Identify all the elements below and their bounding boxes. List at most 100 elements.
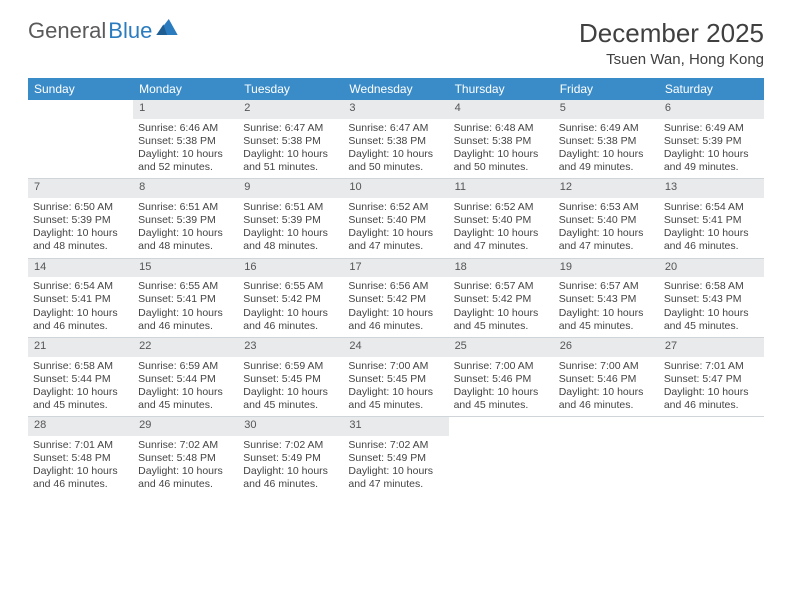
day-number: 20 xyxy=(659,259,764,278)
weekday-header: Tuesday xyxy=(238,78,343,100)
page: GeneralBlue December 2025 Tsuen Wan, Hon… xyxy=(0,0,792,505)
day-cell: 11Sunrise: 6:52 AMSunset: 5:40 PMDayligh… xyxy=(449,179,554,257)
weeks-container: . 1Sunrise: 6:46 AMSunset: 5:38 PMDayligh… xyxy=(28,100,764,495)
day-number: 31 xyxy=(343,417,448,436)
sunset-line: Sunset: 5:45 PM xyxy=(243,373,338,386)
day-number: 26 xyxy=(554,338,659,357)
sunset-line: Sunset: 5:43 PM xyxy=(664,293,759,306)
daylight-line: Daylight: 10 hours and 49 minutes. xyxy=(559,148,654,174)
daylight-line: Daylight: 10 hours and 50 minutes. xyxy=(348,148,443,174)
day-number: 12 xyxy=(554,179,659,198)
day-number: 23 xyxy=(238,338,343,357)
day-cell: 24Sunrise: 7:00 AMSunset: 5:45 PMDayligh… xyxy=(343,338,448,416)
header: GeneralBlue December 2025 Tsuen Wan, Hon… xyxy=(28,18,764,68)
sunset-line: Sunset: 5:41 PM xyxy=(33,293,128,306)
week-row: .1Sunrise: 6:46 AMSunset: 5:38 PMDayligh… xyxy=(28,100,764,179)
weekday-header-row: SundayMondayTuesdayWednesdayThursdayFrid… xyxy=(28,78,764,100)
daylight-line: Daylight: 10 hours and 47 minutes. xyxy=(454,227,549,253)
daylight-line: Daylight: 10 hours and 46 minutes. xyxy=(243,465,338,491)
day-number: 8 xyxy=(133,179,238,198)
day-cell: 17Sunrise: 6:56 AMSunset: 5:42 PMDayligh… xyxy=(343,259,448,337)
daylight-line: Daylight: 10 hours and 45 minutes. xyxy=(559,307,654,333)
sunset-line: Sunset: 5:38 PM xyxy=(559,135,654,148)
day-number: 28 xyxy=(28,417,133,436)
sunrise-line: Sunrise: 6:59 AM xyxy=(243,360,338,373)
day-cell: 12Sunrise: 6:53 AMSunset: 5:40 PMDayligh… xyxy=(554,179,659,257)
sunrise-line: Sunrise: 6:51 AM xyxy=(138,201,233,214)
sunrise-line: Sunrise: 6:54 AM xyxy=(664,201,759,214)
day-body: Sunrise: 7:00 AMSunset: 5:45 PMDaylight:… xyxy=(343,357,448,417)
day-cell: 4Sunrise: 6:48 AMSunset: 5:38 PMDaylight… xyxy=(449,100,554,178)
day-body: Sunrise: 6:52 AMSunset: 5:40 PMDaylight:… xyxy=(449,198,554,258)
daylight-line: Daylight: 10 hours and 48 minutes. xyxy=(138,227,233,253)
daylight-line: Daylight: 10 hours and 46 minutes. xyxy=(664,227,759,253)
day-body: Sunrise: 6:58 AMSunset: 5:43 PMDaylight:… xyxy=(659,277,764,337)
day-cell: 28Sunrise: 7:01 AMSunset: 5:48 PMDayligh… xyxy=(28,417,133,495)
weekday-header: Saturday xyxy=(659,78,764,100)
day-number: 19 xyxy=(554,259,659,278)
daylight-line: Daylight: 10 hours and 46 minutes. xyxy=(348,307,443,333)
day-cell: 26Sunrise: 7:00 AMSunset: 5:46 PMDayligh… xyxy=(554,338,659,416)
sunrise-line: Sunrise: 7:01 AM xyxy=(664,360,759,373)
sunset-line: Sunset: 5:44 PM xyxy=(138,373,233,386)
day-body: Sunrise: 7:00 AMSunset: 5:46 PMDaylight:… xyxy=(554,357,659,417)
sunset-line: Sunset: 5:44 PM xyxy=(33,373,128,386)
daylight-line: Daylight: 10 hours and 46 minutes. xyxy=(243,307,338,333)
daylight-line: Daylight: 10 hours and 49 minutes. xyxy=(664,148,759,174)
sunrise-line: Sunrise: 7:01 AM xyxy=(33,439,128,452)
day-body: Sunrise: 6:59 AMSunset: 5:45 PMDaylight:… xyxy=(238,357,343,417)
sunset-line: Sunset: 5:39 PM xyxy=(138,214,233,227)
sunset-line: Sunset: 5:40 PM xyxy=(348,214,443,227)
day-cell: 21Sunrise: 6:58 AMSunset: 5:44 PMDayligh… xyxy=(28,338,133,416)
day-number: 5 xyxy=(554,100,659,119)
sunset-line: Sunset: 5:38 PM xyxy=(348,135,443,148)
day-number: 22 xyxy=(133,338,238,357)
day-body: Sunrise: 6:53 AMSunset: 5:40 PMDaylight:… xyxy=(554,198,659,258)
location: Tsuen Wan, Hong Kong xyxy=(579,51,764,68)
sunrise-line: Sunrise: 7:00 AM xyxy=(454,360,549,373)
sunset-line: Sunset: 5:45 PM xyxy=(348,373,443,386)
day-body: Sunrise: 6:54 AMSunset: 5:41 PMDaylight:… xyxy=(659,198,764,258)
sunset-line: Sunset: 5:39 PM xyxy=(243,214,338,227)
sunset-line: Sunset: 5:39 PM xyxy=(33,214,128,227)
day-cell: 27Sunrise: 7:01 AMSunset: 5:47 PMDayligh… xyxy=(659,338,764,416)
sunrise-line: Sunrise: 6:55 AM xyxy=(243,280,338,293)
daylight-line: Daylight: 10 hours and 46 minutes. xyxy=(138,307,233,333)
day-body: Sunrise: 6:55 AMSunset: 5:42 PMDaylight:… xyxy=(238,277,343,337)
day-cell: 15Sunrise: 6:55 AMSunset: 5:41 PMDayligh… xyxy=(133,259,238,337)
sunrise-line: Sunrise: 6:54 AM xyxy=(33,280,128,293)
day-body: Sunrise: 6:46 AMSunset: 5:38 PMDaylight:… xyxy=(133,119,238,179)
day-body: Sunrise: 6:51 AMSunset: 5:39 PMDaylight:… xyxy=(133,198,238,258)
daylight-line: Daylight: 10 hours and 47 minutes. xyxy=(559,227,654,253)
day-number: 29 xyxy=(133,417,238,436)
day-number: 24 xyxy=(343,338,448,357)
day-cell: 14Sunrise: 6:54 AMSunset: 5:41 PMDayligh… xyxy=(28,259,133,337)
sunset-line: Sunset: 5:49 PM xyxy=(348,452,443,465)
day-body: Sunrise: 7:02 AMSunset: 5:48 PMDaylight:… xyxy=(133,436,238,496)
day-body: Sunrise: 6:49 AMSunset: 5:38 PMDaylight:… xyxy=(554,119,659,179)
weekday-header: Sunday xyxy=(28,78,133,100)
sunrise-line: Sunrise: 6:48 AM xyxy=(454,122,549,135)
sunrise-line: Sunrise: 6:47 AM xyxy=(348,122,443,135)
day-cell: 13Sunrise: 6:54 AMSunset: 5:41 PMDayligh… xyxy=(659,179,764,257)
day-number: 3 xyxy=(343,100,448,119)
sunset-line: Sunset: 5:38 PM xyxy=(454,135,549,148)
daylight-line: Daylight: 10 hours and 52 minutes. xyxy=(138,148,233,174)
day-body: Sunrise: 6:52 AMSunset: 5:40 PMDaylight:… xyxy=(343,198,448,258)
sunset-line: Sunset: 5:42 PM xyxy=(454,293,549,306)
month-title: December 2025 xyxy=(579,18,764,49)
week-row: 28Sunrise: 7:01 AMSunset: 5:48 PMDayligh… xyxy=(28,417,764,495)
sunrise-line: Sunrise: 6:57 AM xyxy=(559,280,654,293)
day-number: 17 xyxy=(343,259,448,278)
day-body: Sunrise: 6:51 AMSunset: 5:39 PMDaylight:… xyxy=(238,198,343,258)
sunrise-line: Sunrise: 6:50 AM xyxy=(33,201,128,214)
day-cell: 9Sunrise: 6:51 AMSunset: 5:39 PMDaylight… xyxy=(238,179,343,257)
daylight-line: Daylight: 10 hours and 45 minutes. xyxy=(243,386,338,412)
day-number: 13 xyxy=(659,179,764,198)
day-cell: 1Sunrise: 6:46 AMSunset: 5:38 PMDaylight… xyxy=(133,100,238,178)
day-cell: . xyxy=(554,417,659,495)
day-cell: . xyxy=(449,417,554,495)
daylight-line: Daylight: 10 hours and 46 minutes. xyxy=(664,386,759,412)
sunset-line: Sunset: 5:40 PM xyxy=(559,214,654,227)
sunrise-line: Sunrise: 7:02 AM xyxy=(138,439,233,452)
